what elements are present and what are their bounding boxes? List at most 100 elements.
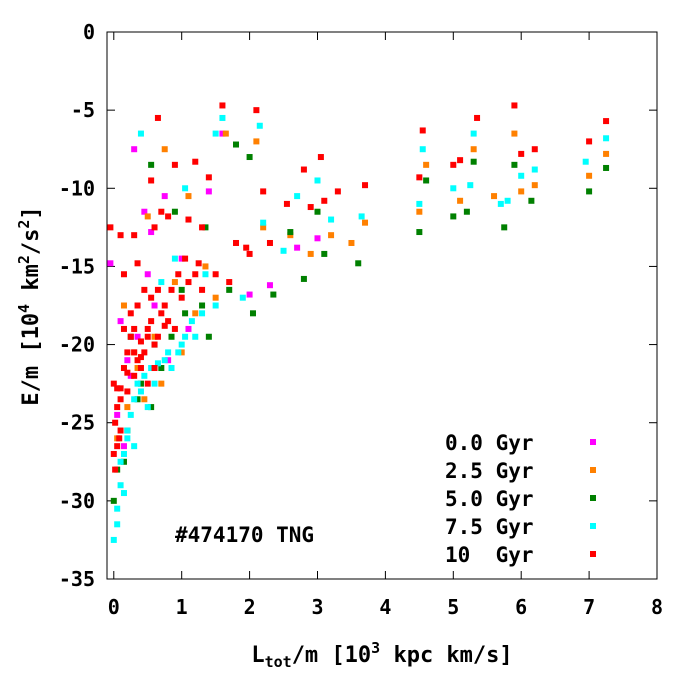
data-point xyxy=(144,380,151,387)
data-point xyxy=(182,255,189,262)
x-tick-label: 8 xyxy=(651,595,663,619)
data-point xyxy=(144,213,151,220)
data-point xyxy=(141,396,148,403)
data-point xyxy=(124,357,131,364)
data-point xyxy=(131,146,138,153)
data-point xyxy=(321,250,328,257)
legend-label: 2.5 Gyr xyxy=(445,459,534,483)
data-point xyxy=(165,318,172,325)
data-point xyxy=(531,166,538,173)
data-point xyxy=(161,193,168,200)
data-point xyxy=(127,310,134,317)
data-point xyxy=(504,197,511,204)
data-point xyxy=(188,318,195,325)
data-point xyxy=(141,286,148,293)
series-group xyxy=(107,130,321,450)
data-point xyxy=(151,365,158,372)
data-point xyxy=(531,182,538,189)
data-point xyxy=(470,158,477,165)
data-point xyxy=(205,174,212,181)
legend-swatch xyxy=(590,551,596,557)
data-point xyxy=(348,239,355,246)
data-point xyxy=(151,341,158,348)
data-point xyxy=(212,302,219,309)
data-point xyxy=(233,239,240,246)
x-tick-label: 5 xyxy=(447,595,459,619)
data-point xyxy=(114,521,121,528)
data-point xyxy=(586,188,593,195)
data-point xyxy=(161,146,168,153)
data-point xyxy=(134,357,141,364)
data-point xyxy=(603,118,610,125)
data-point xyxy=(199,224,206,231)
data-point xyxy=(239,294,246,301)
x-axis-label: Ltot/m [103 kpc km/s] xyxy=(251,639,512,671)
data-point xyxy=(168,365,175,372)
data-point xyxy=(131,396,138,403)
data-point xyxy=(474,114,481,121)
data-point xyxy=(114,411,121,418)
data-point xyxy=(246,154,253,161)
data-point xyxy=(419,127,426,134)
data-point xyxy=(171,279,178,286)
data-point xyxy=(161,302,168,309)
data-point xyxy=(144,325,151,332)
data-point xyxy=(165,213,172,220)
data-point xyxy=(518,188,525,195)
data-point xyxy=(586,172,593,179)
data-point xyxy=(531,146,538,153)
data-point xyxy=(192,310,199,317)
data-point xyxy=(300,166,307,173)
data-point xyxy=(246,291,253,298)
x-tick-label: 3 xyxy=(311,595,323,619)
annotation-label: #474170 TNG xyxy=(175,523,314,547)
data-point xyxy=(120,365,127,372)
data-point xyxy=(117,318,124,325)
data-point xyxy=(137,130,144,137)
legend-label: 5.0 Gyr xyxy=(445,487,534,511)
data-point xyxy=(110,380,117,387)
data-points xyxy=(107,102,610,543)
x-tick-label: 1 xyxy=(176,595,188,619)
data-point xyxy=(144,333,151,340)
data-point xyxy=(450,185,457,192)
axis-ticks xyxy=(107,31,658,580)
data-point xyxy=(151,224,158,231)
data-point xyxy=(582,158,589,165)
data-point xyxy=(127,411,134,418)
plot-frame xyxy=(106,31,658,580)
data-point xyxy=(131,325,138,332)
y-tick-label: -20 xyxy=(59,333,95,357)
data-point xyxy=(219,102,226,109)
data-point xyxy=(141,372,148,379)
data-point xyxy=(603,164,610,171)
legend-swatch xyxy=(590,495,596,501)
data-point xyxy=(148,229,155,236)
data-point xyxy=(603,135,610,142)
data-point xyxy=(470,146,477,153)
data-point xyxy=(205,188,212,195)
data-point xyxy=(185,193,192,200)
data-point xyxy=(358,213,365,220)
data-point xyxy=(144,404,151,411)
data-point xyxy=(501,224,508,231)
data-point xyxy=(362,182,369,189)
legend-swatch xyxy=(590,439,596,445)
data-point xyxy=(314,177,321,184)
data-point xyxy=(117,396,124,403)
data-point xyxy=(161,357,168,364)
data-point xyxy=(158,310,165,317)
data-point xyxy=(134,260,141,267)
data-point xyxy=(450,213,457,220)
data-point xyxy=(131,443,138,450)
y-tick-label: -15 xyxy=(59,254,95,278)
data-point xyxy=(120,302,127,309)
data-point xyxy=(117,232,124,239)
data-point xyxy=(467,182,474,189)
data-point xyxy=(457,157,464,164)
data-point xyxy=(137,338,144,345)
data-point xyxy=(586,138,593,145)
series-group xyxy=(110,141,610,504)
data-point xyxy=(114,385,121,392)
data-point xyxy=(199,302,206,309)
